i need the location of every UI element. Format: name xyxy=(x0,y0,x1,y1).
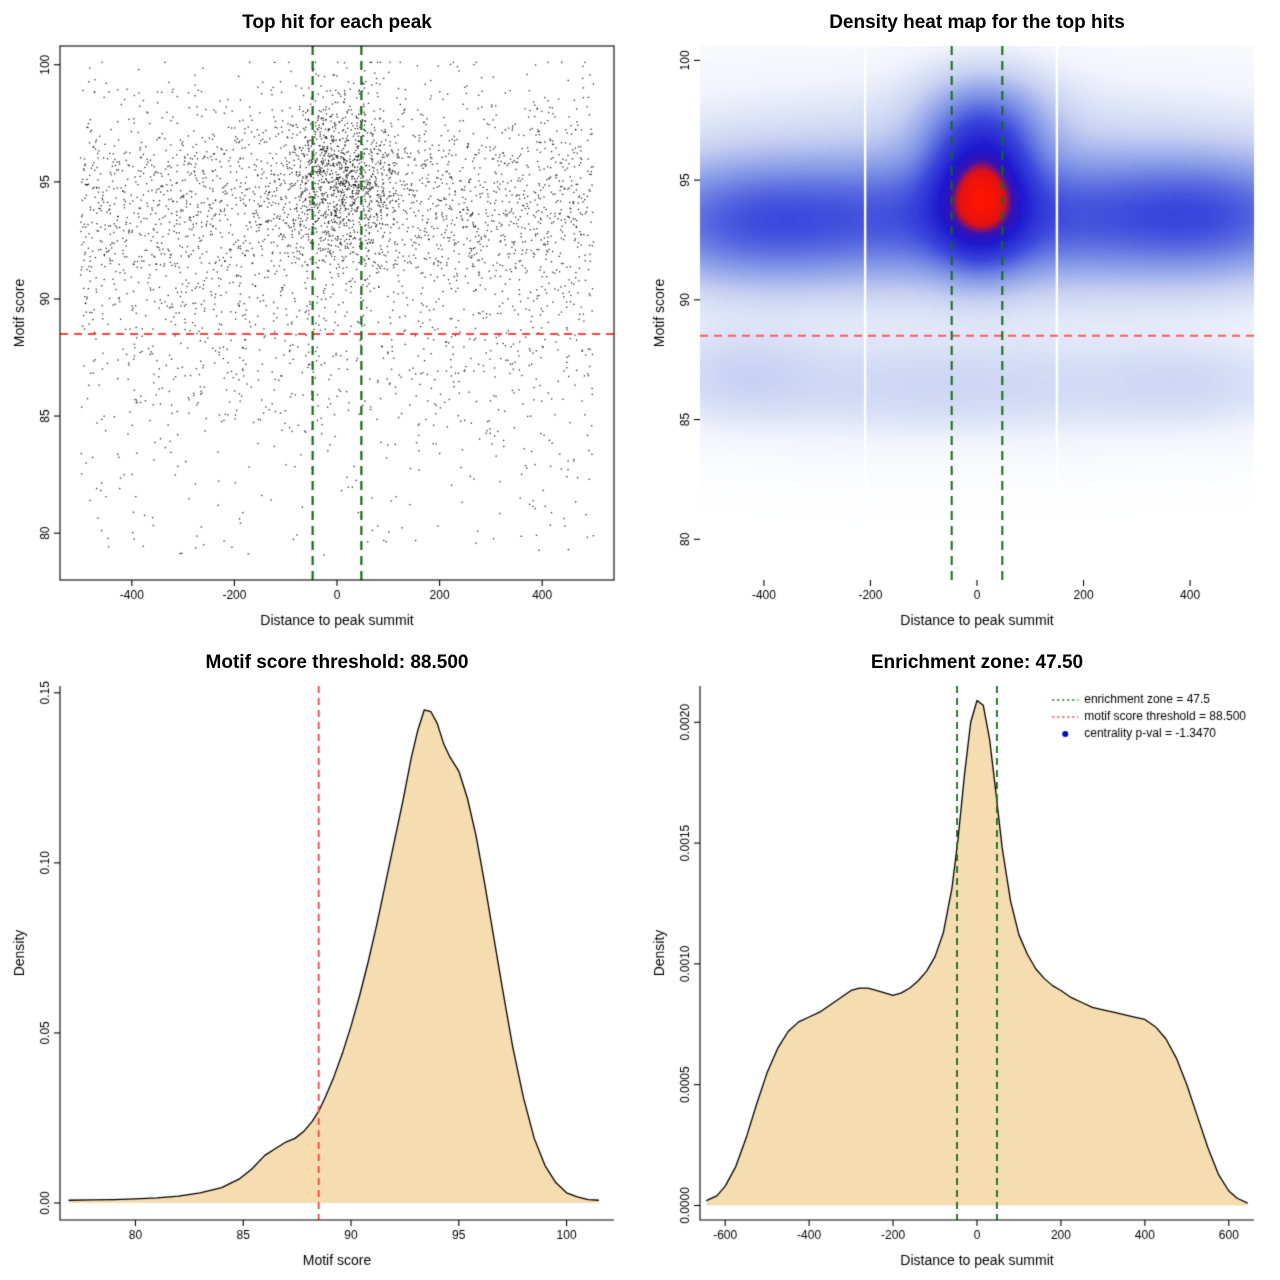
distance-density-canvas xyxy=(640,640,1280,1280)
scatter-canvas xyxy=(0,0,640,640)
panel-distance-density: Enrichment zone: 47.50 xyxy=(640,640,1280,1280)
score-density-canvas xyxy=(0,640,640,1280)
heatmap-title: Density heat map for the top hits xyxy=(829,12,1125,33)
panel-score-density: Motif score threshold: 88.500 xyxy=(0,640,640,1280)
panel-heatmap: Density heat map for the top hits xyxy=(640,0,1280,640)
panel-scatter: Top hit for each peak xyxy=(0,0,640,640)
score-density-title: Motif score threshold: 88.500 xyxy=(205,652,469,673)
heatmap-canvas xyxy=(640,0,1280,640)
scatter-title: Top hit for each peak xyxy=(242,12,432,33)
distance-density-title: Enrichment zone: 47.50 xyxy=(870,652,1084,673)
